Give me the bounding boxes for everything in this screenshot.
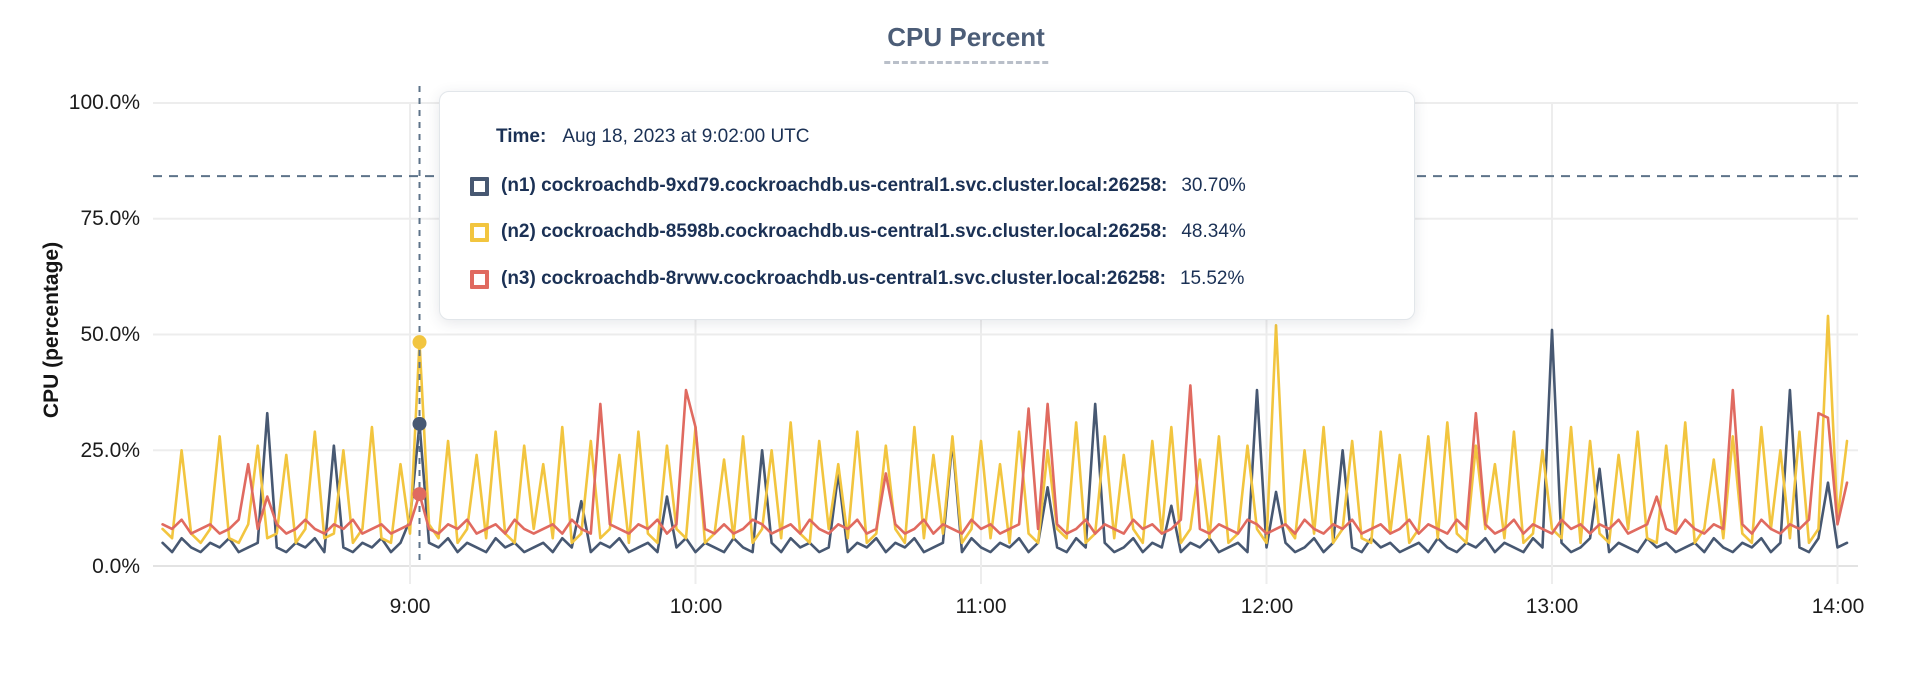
- tooltip-time-value: Aug 18, 2023 at 9:02:00 UTC: [562, 126, 810, 147]
- hover-marker-n1: [412, 416, 427, 431]
- series-line-n3: [161, 384, 1849, 535]
- y-tick-label-100: 100.0%: [68, 91, 140, 114]
- x-tick-label-13: 13:00: [1525, 595, 1579, 618]
- tooltip-time-row: Time: Aug 18, 2023 at 9:02:00 UTC: [496, 126, 810, 148]
- tooltip-series-row-n1: (n1) cockroachdb-9xd79.cockroachdb.us-ce…: [470, 174, 1246, 198]
- series-label-n3: (n3) cockroachdb-8rvwv.cockroachdb.us-ce…: [501, 268, 1166, 289]
- y-tick-label-50: 50.0%: [80, 323, 140, 346]
- series-value-n3: 15.52%: [1179, 268, 1245, 289]
- hover-marker-n2: [412, 335, 427, 350]
- x-tick-label-10: 10:00: [669, 595, 723, 618]
- tooltip-series-row-n3: (n3) cockroachdb-8rvwv.cockroachdb.us-ce…: [470, 267, 1244, 291]
- series-line-n1: [161, 328, 1849, 554]
- series-label-n2: (n2) cockroachdb-8598b.cockroachdb.us-ce…: [501, 221, 1168, 242]
- series-value-n1: 30.70%: [1181, 175, 1246, 196]
- hover-marker-n3: [412, 487, 427, 502]
- x-tick-label-9: 9:00: [389, 595, 431, 618]
- y-tick-label-0: 0.0%: [92, 555, 140, 578]
- y-tick-label-25: 25.0%: [80, 439, 140, 462]
- x-tick-label-11: 11:00: [955, 595, 1007, 618]
- y-tick-label-75: 75.0%: [80, 207, 140, 230]
- series-color-swatch-n2: [470, 222, 489, 242]
- x-tick-label-12: 12:00: [1240, 595, 1294, 618]
- series-color-swatch-n1: [470, 176, 489, 196]
- series-label-n1: (n1) cockroachdb-9xd79.cockroachdb.us-ce…: [501, 175, 1168, 196]
- chart-title[interactable]: CPU Percent: [884, 22, 1048, 64]
- hover-tooltip: Time: Aug 18, 2023 at 9:02:00 UTC (n1) c…: [439, 91, 1415, 320]
- x-tick-label-14: 14:00: [1811, 595, 1865, 618]
- series-color-swatch-n3: [470, 269, 489, 289]
- series-line-n2: [161, 314, 1849, 545]
- tooltip-time-label: Time:: [496, 126, 547, 147]
- series-value-n2: 48.34%: [1181, 221, 1246, 242]
- tooltip-series-row-n2: (n2) cockroachdb-8598b.cockroachdb.us-ce…: [470, 220, 1246, 244]
